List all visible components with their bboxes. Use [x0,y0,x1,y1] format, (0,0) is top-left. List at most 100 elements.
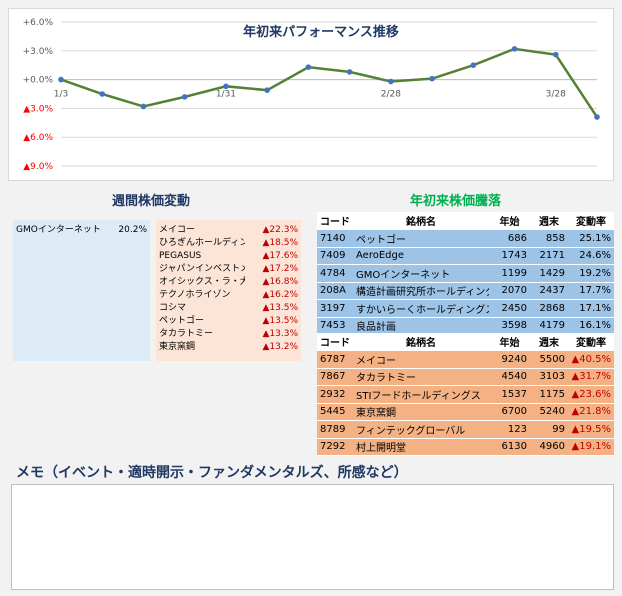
ytd-down-table: コード 銘柄名 年始 週末 変動率 6787 メイコー 9240 5500 ▲40.5%… [317,333,614,456]
data-point [594,114,600,120]
stock-code: 3197 [317,299,353,318]
header-rate: 変動率 [568,333,614,351]
change-rate: 24.6% [568,247,614,265]
start-price: 686 [489,229,530,248]
change-value: ▲16.8% [262,277,298,287]
stock-name: 村上開明堂 [353,438,489,456]
end-price: 1429 [530,264,568,283]
list-item: コシマ ▲13.5% [156,301,301,315]
header-end: 週末 [530,212,568,230]
stock-code: 2932 [317,385,353,404]
stock-code: 7409 [317,247,353,265]
data-point [140,103,147,110]
memo-input[interactable] [11,484,614,590]
change-value: ▲13.3% [262,329,298,339]
stock-code: 7453 [317,317,353,335]
ytd-title: 年初来株価騰落 [410,194,502,209]
data-point [346,69,353,75]
stock-name: ペットゴー [353,229,489,248]
end-price: 858 [530,229,568,248]
data-point [223,83,229,90]
table-row: 3197 すかいらーくホールディングス 2450 2868 17.1% [317,299,614,318]
list-item: PEGASUS ▲17.6% [156,249,301,263]
y-tick-label: +0.0% [23,76,54,86]
change-rate: ▲21.8% [568,403,614,421]
end-price: 4179 [530,317,568,335]
change-rate: ▲19.5% [568,420,614,439]
header-code: コード [317,212,353,230]
change-rate: ▲31.7% [568,368,614,386]
start-price: 2450 [489,299,530,318]
stock-name: タカラトミー [159,329,214,339]
list-item: メイコー ▲22.3% [156,223,301,237]
change-value: 20.2% [118,225,147,235]
data-point [429,75,435,82]
stock-name: GMOインターネット [353,264,489,283]
table-row: 7140 ペットゴー 686 858 25.1% [317,229,614,248]
stock-name: STIフードホールディングス [353,385,489,404]
data-point [552,51,559,58]
stock-name: フィンテックグローバル [353,420,489,439]
list-item: ひろぎんホールディング ▲18.5% [156,236,301,250]
change-rate: ▲23.6% [568,385,614,404]
stock-name: すかいらーくホールディングス [353,299,489,318]
table-row: 7453 良品計画 3598 4179 16.1% [317,317,614,335]
start-price: 6700 [489,403,530,421]
change-value: ▲18.5% [262,238,298,248]
list-item: GMOインターネット 20.2% [13,223,150,237]
change-rate: 19.2% [568,264,614,283]
line-chart: +6.0% +3.0% +0.0% ▲3.0% ▲6.0% ▲9.0% 1/3 1/31 2/2… [23,18,600,172]
table-row: 208A構造計画研究所ホールディングス2070243717.7% [317,282,614,300]
table-row: 7409 AeroEdge 1743 2171 24.6% [317,247,614,265]
end-price: 5500 [530,350,568,369]
list-item: ジャパンインベストメン ▲17.2% [156,262,301,276]
data-point [58,76,64,83]
table-row: 2932 STIフードホールディングス 1537 1175 ▲23.6% [317,385,614,404]
change-rate: ▲40.5% [568,350,614,369]
start-price: 4540 [489,368,530,386]
stock-name: メイコー [159,225,196,235]
x-tick-label: 1/31 [216,90,236,100]
stock-name: コシマ [159,303,187,313]
end-price: 2171 [530,247,568,265]
change-rate: 16.1% [568,317,614,335]
data-point [264,87,270,93]
y-tick-label: +3.0% [23,47,54,57]
performance-chart: +6.0% +3.0% +0.0% ▲3.0% ▲6.0% ▲9.0% 1/3 1/31 2/2… [8,8,614,181]
end-price: 99 [530,420,568,439]
stock-code: 5445 [317,403,353,421]
list-item: テクノホライゾン ▲16.2% [156,288,301,302]
change-rate: 17.7% [568,282,614,300]
header-name: 銘柄名 [353,212,489,230]
table-row: 7867 タカラトミー 4540 3103 ▲31.7% [317,368,614,386]
y-tick-label: ▲9.0% [23,162,53,172]
start-price: 1743 [489,247,530,265]
x-tick-label: 1/3 [54,90,68,100]
stock-name: ひろぎんホールディング [159,238,245,248]
end-price: 1175 [530,385,568,404]
stock-code: 6787 [317,350,353,369]
header-code: コード [317,333,353,351]
stock-name: PEGASUS [159,251,202,261]
stock-name: テクノホライゾン [159,290,231,300]
start-price: 6130 [489,438,530,456]
y-tick-label: +6.0% [23,18,54,28]
data-point [305,64,312,70]
stock-name: メイコー [353,350,489,369]
header-rate: 変動率 [568,212,614,230]
series-line [60,47,599,118]
end-price: 3103 [530,368,568,386]
list-item: 東京窯鋼 ▲13.2% [156,340,301,354]
list-item: タカラトミー ▲13.3% [156,327,301,341]
table-row: 5445 東京窯鋼 6700 5240 ▲21.8% [317,403,614,421]
change-rate: ▲19.1% [568,438,614,456]
stock-code: 4784 [317,264,353,283]
change-rate: 17.1% [568,299,614,318]
ytd-up-table: コード 銘柄名 年始 週末 変動率 7140 ペットゴー 686 858 25.1% 74… [317,212,614,335]
data-point [470,62,477,68]
change-value: ▲13.5% [262,316,298,326]
stock-name: 東京窯鋼 [353,403,489,421]
data-point [99,91,106,97]
end-price: 2868 [530,299,568,318]
table-row: 7292 村上開明堂 6130 4960 ▲19.1% [317,438,614,456]
